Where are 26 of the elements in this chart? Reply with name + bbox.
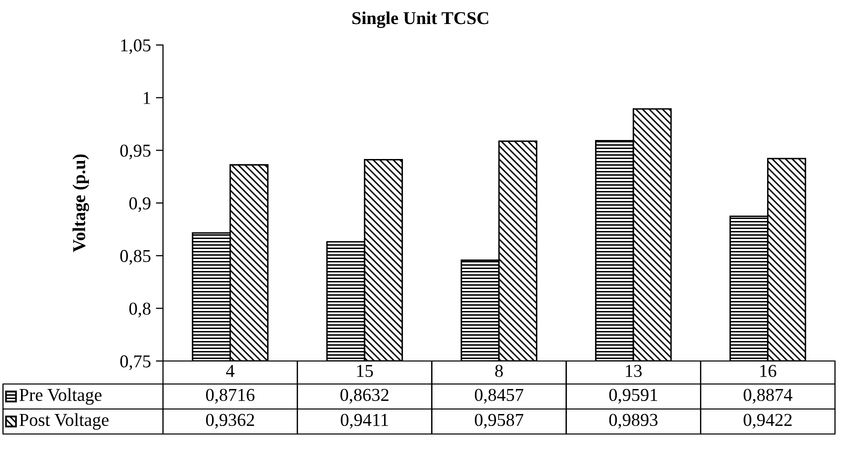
y-tick-label: 1,05 bbox=[121, 39, 150, 54]
legend-label: Post Voltage bbox=[20, 413, 109, 430]
data-label: 0,9362 bbox=[206, 414, 254, 429]
data-label: 0,8874 bbox=[744, 388, 792, 404]
data-label: 0,9591 bbox=[609, 388, 658, 404]
y-tick-label: 0,95 bbox=[120, 144, 150, 160]
chart-title: Single Unit TCSC bbox=[352, 12, 488, 28]
y-tick-label: 0,75 bbox=[120, 355, 150, 370]
y-tick-label: 0,85 bbox=[120, 250, 150, 265]
legend-label: Pre Voltage bbox=[20, 388, 102, 405]
y-tick-label: 1 bbox=[144, 92, 150, 104]
y-axis-title: Voltage (p.u) bbox=[72, 154, 90, 252]
data-label: 0,9411 bbox=[340, 414, 388, 429]
y-tick-label: 0,9 bbox=[129, 197, 150, 212]
x-tick-label: 13 bbox=[626, 364, 642, 378]
x-tick-label: 8 bbox=[495, 364, 503, 378]
x-tick-label: 15 bbox=[357, 364, 373, 378]
data-label: 0,9422 bbox=[744, 414, 792, 429]
data-label: 0,9893 bbox=[609, 414, 658, 429]
data-label: 0,8716 bbox=[206, 388, 254, 404]
data-label: 0,8632 bbox=[340, 388, 388, 404]
y-tick-label: 0,8 bbox=[129, 302, 151, 318]
data-label: 0,8457 bbox=[474, 388, 524, 404]
x-tick-label: 4 bbox=[226, 364, 234, 377]
x-tick-label: 16 bbox=[760, 364, 776, 378]
data-label: 0,9587 bbox=[474, 414, 524, 429]
